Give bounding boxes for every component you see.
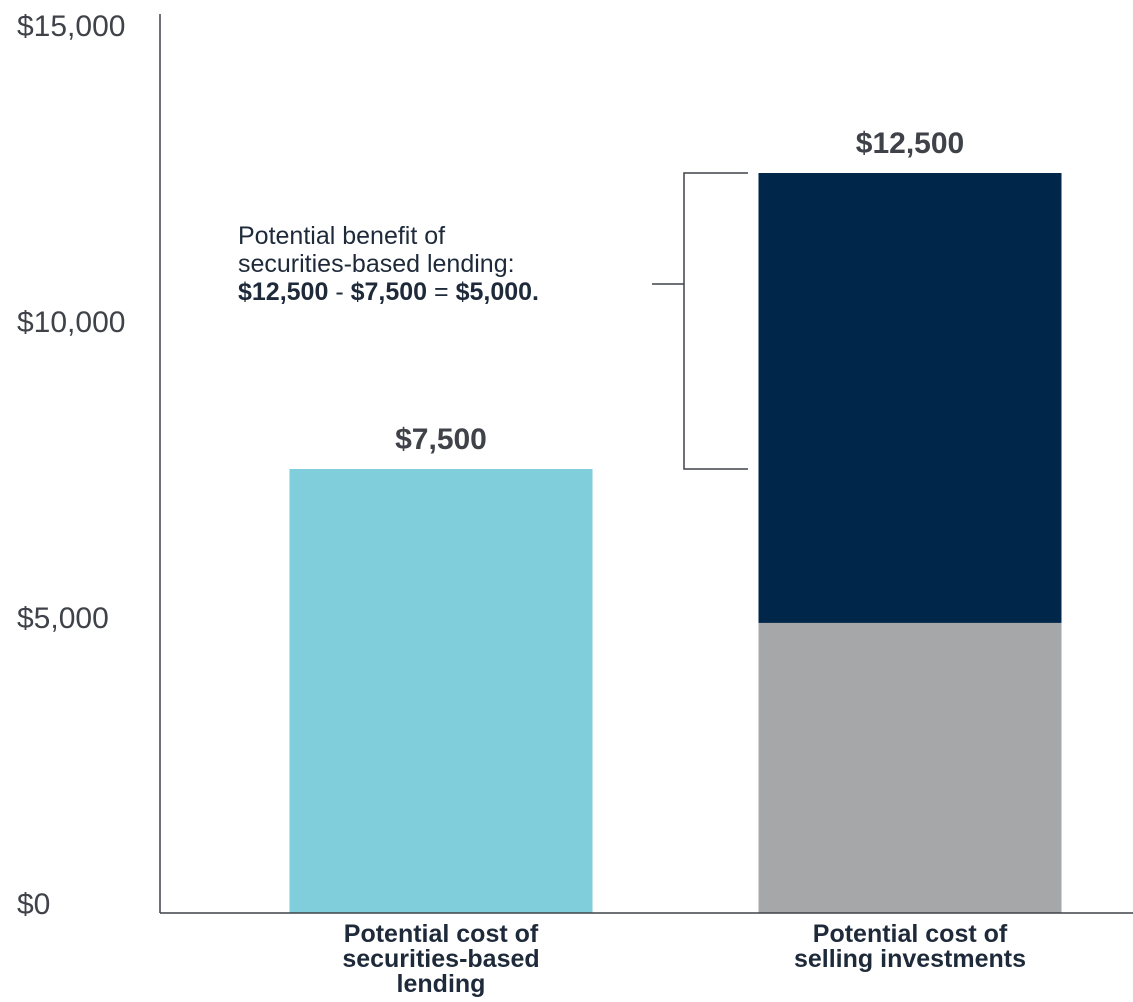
bar-value-label: $12,500 <box>856 127 964 160</box>
annotation-line-3-d: = <box>427 278 456 306</box>
bar-segment <box>758 173 1062 623</box>
category-label: selling investments <box>794 945 1026 973</box>
category-label: securities-based <box>342 945 539 973</box>
bar-segment <box>289 469 593 913</box>
y-tick-label: $15,000 <box>17 10 125 43</box>
data-labels: $7,500 $12,500 <box>395 127 964 456</box>
bars <box>289 173 1062 913</box>
bar-segment <box>758 622 1062 913</box>
benefit-annotation: Potential benefit of securities-based le… <box>238 222 539 306</box>
y-tick-label: $10,000 <box>17 306 125 339</box>
bar-value-label: $7,500 <box>395 423 487 456</box>
category-label: Potential cost of <box>344 920 539 948</box>
annotation-line-1: Potential benefit of <box>238 222 445 250</box>
benefit-bracket <box>652 172 748 470</box>
y-tick-label: $5,000 <box>17 602 109 635</box>
annotation-line-2: securities-based lending: <box>238 250 515 278</box>
category-labels: Potential cost ofsecurities-basedlending… <box>342 920 1026 998</box>
category-label: lending <box>397 970 486 998</box>
y-tick-label: $0 <box>17 888 50 921</box>
annotation-line-3-e: $5,000. <box>456 278 539 306</box>
annotation-line-3-b: - <box>328 278 350 306</box>
y-axis-ticks: $0 $5,000 $10,000 $15,000 <box>17 10 125 921</box>
category-label: Potential cost of <box>813 920 1008 948</box>
annotation-line-3-a: $12,500 <box>238 278 328 306</box>
annotation-line-3-c: $7,500 <box>351 278 427 306</box>
